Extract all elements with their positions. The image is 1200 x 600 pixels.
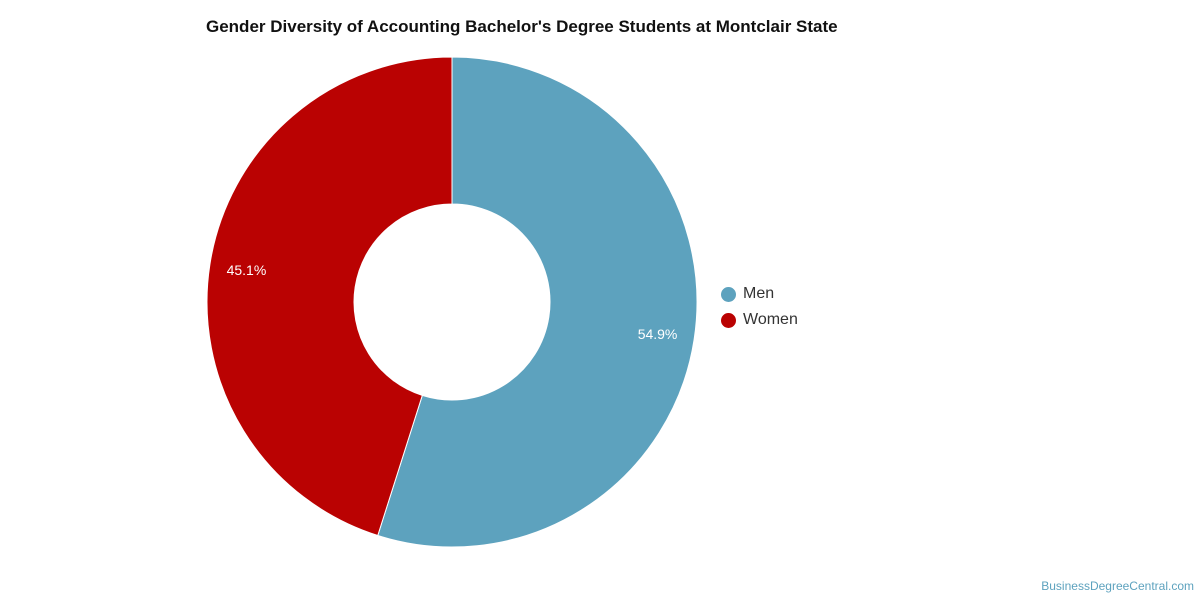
legend-label-men: Men — [743, 285, 775, 302]
chart-title: Gender Diversity of Accounting Bachelor'… — [206, 17, 838, 36]
legend-item-women[interactable]: Women — [721, 307, 798, 333]
slice-men[interactable] — [377, 56, 698, 548]
watermark[interactable]: BusinessDegreeCentral.com — [1041, 579, 1194, 593]
legend: Men Women — [721, 281, 798, 333]
legend-swatch-men — [721, 286, 736, 302]
data-label-men: 54.9% — [638, 326, 678, 342]
legend-swatch-women — [721, 312, 736, 328]
legend-item-men[interactable]: Men — [721, 281, 798, 307]
data-label-women: 45.1% — [227, 262, 267, 278]
legend-label-women: Women — [743, 311, 798, 328]
slice-women[interactable] — [206, 56, 453, 537]
